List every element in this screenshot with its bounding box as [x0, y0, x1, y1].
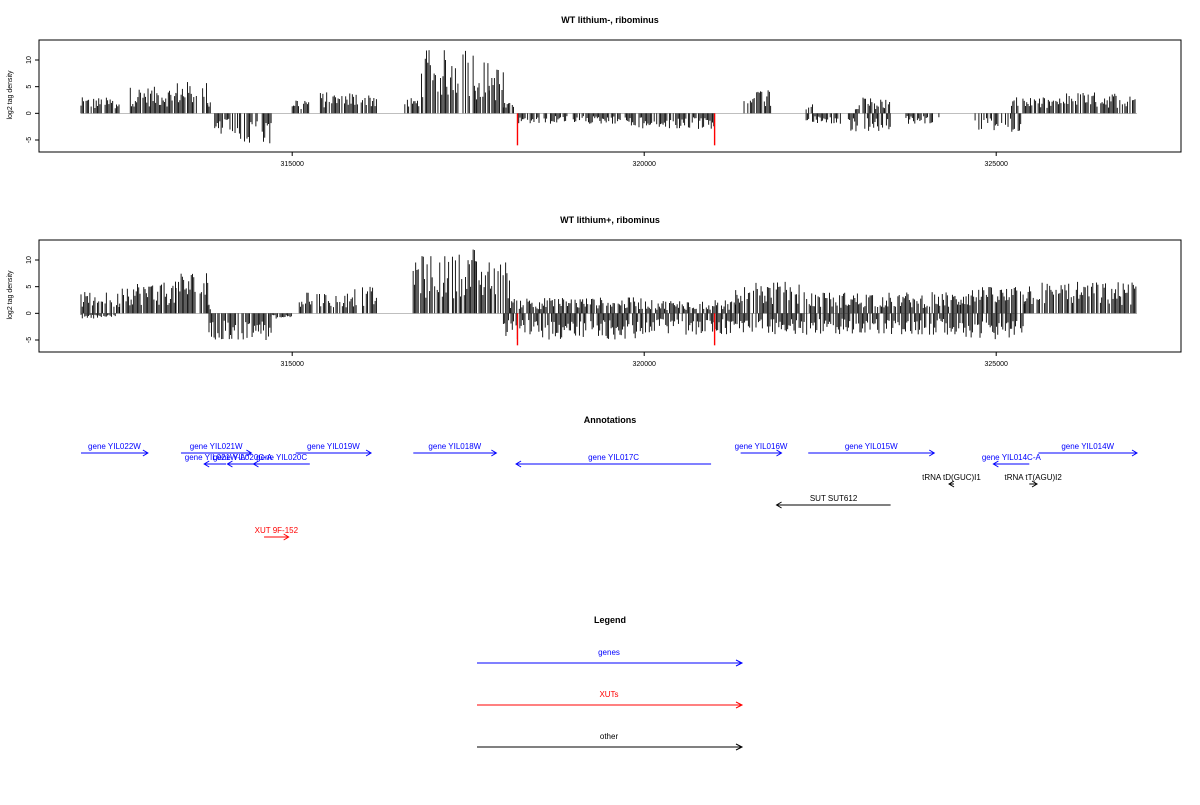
axis-layer: 315000 320000 325000 -5 0 5 10: [26, 56, 1008, 168]
plot-frame: [38, 39, 1182, 153]
feature-arrowhead: [252, 460, 259, 468]
annotations-panel: Annotations gene YIL022W gene YIL021W gene…: [81, 415, 1138, 541]
legend-entries: genes XUTs other: [477, 648, 744, 751]
annotations-title: Annotations: [584, 415, 637, 425]
panel-title: WT lithium-, ribominus: [561, 15, 659, 25]
feature-arrowhead: [491, 449, 498, 457]
annotation-feature: gene YIL017C: [515, 453, 712, 468]
legend-entry: other: [477, 732, 744, 751]
legend-arrowhead: [735, 701, 744, 709]
feature-arrowhead: [365, 449, 373, 457]
feature-label: gene YIL014C-A: [982, 453, 1042, 462]
annotation-feature: gene YIL016W: [735, 442, 788, 457]
feature-label: XUT 9F-152: [255, 526, 299, 535]
y-axis-label: log2 tag density: [7, 270, 14, 320]
feature-arrowhead: [283, 533, 290, 541]
axis-layer: 315000 320000 325000 -5 0 5 10: [26, 256, 1008, 368]
y-tick-label: -5: [26, 337, 33, 343]
feature-arrowhead: [948, 480, 955, 488]
feature-arrowhead: [226, 460, 233, 468]
y-tick-label: 5: [26, 85, 33, 89]
y-axis-label: log2 tag density: [7, 70, 14, 120]
feature-label: gene YIL021W: [190, 442, 243, 451]
legend-label: other: [600, 732, 619, 741]
legend-label: genes: [598, 648, 620, 657]
feature-label: tRNA tD(GUC)I1: [922, 473, 981, 482]
legend-label: XUTs: [599, 690, 618, 699]
feature-label: SUT SUT612: [810, 494, 858, 503]
feature-label: gene YIL022W: [88, 442, 141, 451]
feature-label: gene YIL014W: [1061, 442, 1114, 451]
feature-arrowhead: [776, 449, 783, 457]
y-tick-label: 5: [26, 285, 33, 289]
plot-frame: [38, 239, 1182, 353]
y-tick-label: 10: [26, 256, 33, 264]
feature-label: tRNA tT(AGU)I2: [1004, 473, 1062, 482]
y-tick-label: 0: [26, 111, 33, 115]
x-tick-label: 320000: [633, 361, 656, 368]
annotation-feature: SUT SUT612: [775, 494, 891, 509]
feature-arrowhead: [992, 460, 999, 468]
legend-panel: Legend genes XUTs other: [477, 615, 744, 751]
y-tick-label: 0: [26, 311, 33, 315]
feature-arrowhead: [515, 460, 522, 468]
feature-label: gene YIL020C: [256, 453, 307, 462]
annotation-feature: tRNA tT(AGU)I2: [1004, 473, 1062, 488]
annotation-feature: gene YIL021W: [180, 442, 253, 457]
y-tick-label: -5: [26, 137, 33, 143]
feature-arrowhead: [142, 449, 149, 457]
coverage-panel-lithium-plus: WT lithium+, ribominus log2 tag density …: [7, 215, 1182, 368]
y-tick-label: 10: [26, 56, 33, 64]
x-tick-label: 320000: [633, 161, 656, 168]
feature-arrowhead: [246, 449, 253, 457]
panel-title: WT lithium+, ribominus: [560, 215, 660, 225]
x-tick-label: 325000: [985, 161, 1008, 168]
legend-title: Legend: [594, 615, 626, 625]
bar-layer: [80, 50, 1137, 146]
x-tick-label: 315000: [281, 361, 304, 368]
feature-label: gene YIL019W: [307, 442, 360, 451]
x-tick-label: 315000: [281, 161, 304, 168]
annotation-feature: gene YIL014C-A: [982, 453, 1042, 468]
coverage-panel-lithium-minus: WT lithium-, ribominus log2 tag density …: [7, 15, 1182, 168]
annotation-feature: gene YIL014W: [1038, 442, 1138, 457]
annotation-feature: gene YIL020C: [252, 453, 310, 468]
annotation-feature: XUT 9F-152: [255, 526, 299, 541]
feature-arrowhead: [1131, 449, 1138, 457]
feature-arrowhead: [1031, 480, 1039, 488]
legend-entry: genes: [477, 648, 744, 667]
annotation-feature: tRNA tD(GUC)I1: [922, 473, 981, 488]
x-tick-label: 325000: [985, 361, 1008, 368]
annotation-feature: gene YIL022W: [81, 442, 149, 457]
feature-label: gene YIL016W: [735, 442, 788, 451]
feature-label: gene YIL020C-A: [213, 453, 273, 462]
feature-label: gene YIL015W: [845, 442, 898, 451]
feature-label: gene YIL017C: [588, 453, 639, 462]
feature-arrowhead: [775, 501, 782, 509]
feature-arrowhead: [928, 449, 936, 457]
annotation-feature: gene YIL019W: [295, 442, 373, 457]
annotation-feature: gene YIL015W: [808, 442, 936, 457]
legend-arrowhead: [735, 659, 744, 667]
bar-layer: [80, 249, 1137, 346]
annotation-feature: gene YIL018W: [413, 442, 498, 457]
legend-arrowhead: [735, 743, 744, 751]
legend-entry: XUTs: [477, 690, 744, 709]
feature-arrowhead: [203, 460, 210, 468]
feature-label: gene YIL018W: [428, 442, 481, 451]
feature-label: gene YIL021W-A: [185, 453, 246, 462]
annotation-feature: gene YIL021W-A: [185, 453, 246, 468]
